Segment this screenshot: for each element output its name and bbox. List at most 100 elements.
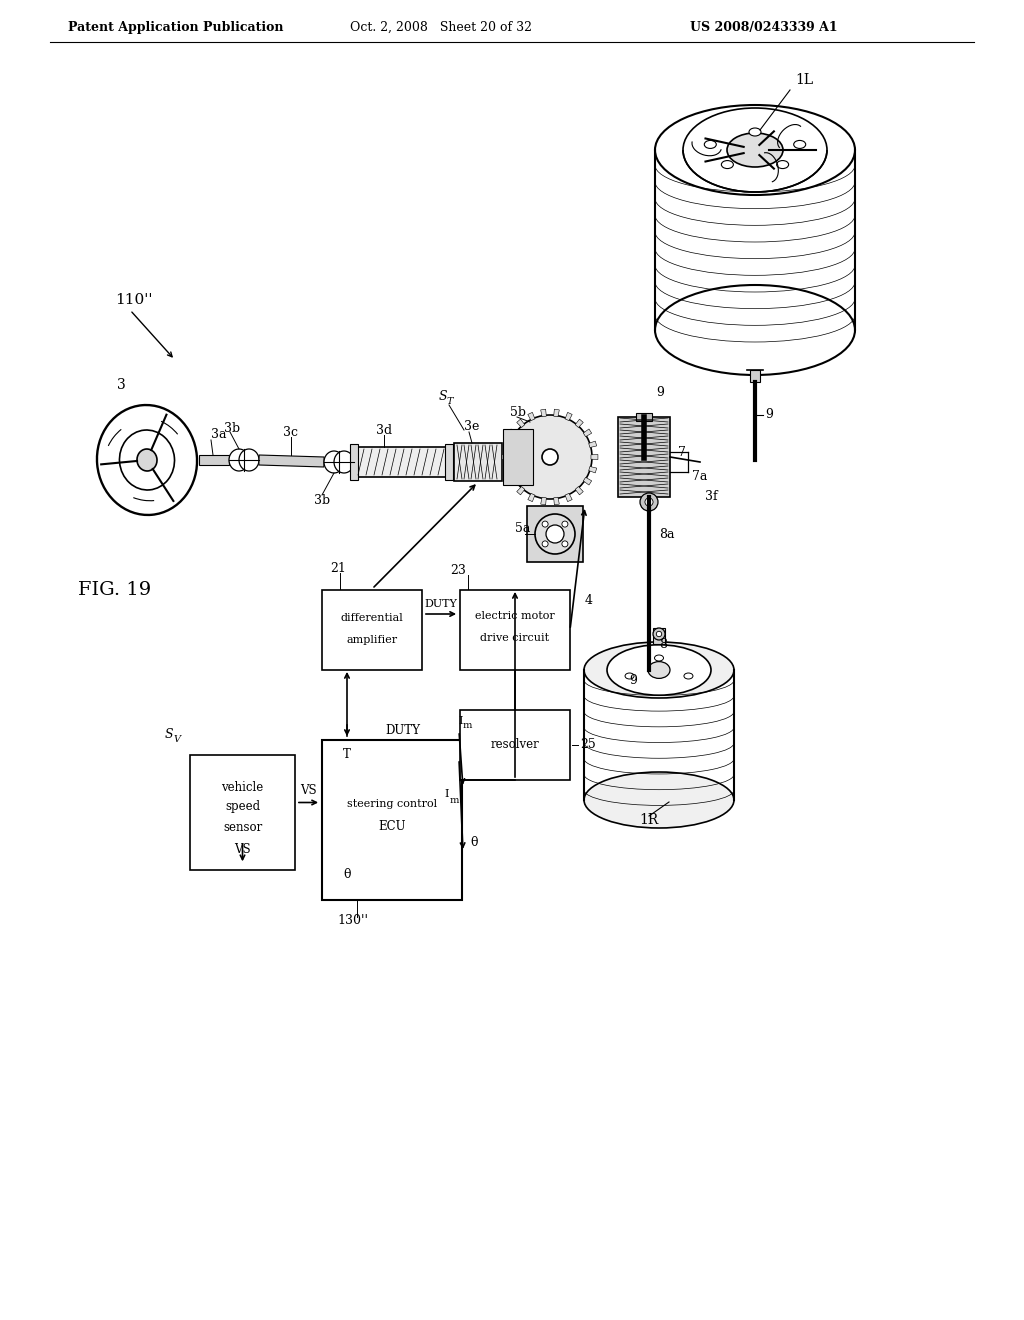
Ellipse shape — [607, 644, 711, 696]
Bar — [445, 444, 453, 480]
Circle shape — [640, 656, 658, 675]
Text: 3b: 3b — [314, 494, 330, 507]
Polygon shape — [504, 466, 511, 473]
Ellipse shape — [684, 673, 693, 678]
Bar — [653, 628, 665, 644]
Text: 9: 9 — [765, 408, 773, 421]
Bar — [636, 413, 652, 421]
Ellipse shape — [749, 128, 761, 136]
Text: 23: 23 — [450, 564, 466, 577]
Text: US 2008/0243339 A1: US 2008/0243339 A1 — [690, 21, 838, 33]
Text: I: I — [459, 715, 463, 726]
Bar — [322, 590, 422, 671]
Circle shape — [508, 414, 592, 499]
Text: I: I — [444, 789, 450, 800]
Text: 1L: 1L — [795, 73, 813, 87]
Text: 3e: 3e — [464, 421, 479, 433]
Text: θ: θ — [343, 869, 351, 882]
Ellipse shape — [584, 772, 734, 828]
Polygon shape — [508, 429, 517, 437]
Text: drive circuit: drive circuit — [480, 634, 550, 643]
Polygon shape — [554, 409, 559, 417]
Circle shape — [640, 492, 658, 511]
Text: Patent Application Publication: Patent Application Publication — [68, 21, 284, 33]
Circle shape — [546, 525, 564, 543]
Text: electric motor: electric motor — [475, 611, 555, 620]
Text: 8a: 8a — [659, 528, 675, 540]
Text: differential: differential — [341, 612, 403, 623]
Circle shape — [656, 631, 662, 636]
Bar — [322, 741, 462, 900]
Polygon shape — [502, 454, 509, 459]
Text: FIG. 19: FIG. 19 — [78, 581, 152, 599]
Bar — [460, 590, 570, 671]
Polygon shape — [589, 466, 597, 473]
Text: 3d: 3d — [376, 424, 392, 437]
Text: VS: VS — [234, 842, 251, 855]
Polygon shape — [584, 478, 592, 484]
Text: steering control: steering control — [347, 799, 437, 809]
Polygon shape — [541, 409, 546, 417]
Text: 21: 21 — [330, 561, 346, 574]
Polygon shape — [259, 455, 325, 467]
Ellipse shape — [625, 673, 634, 678]
Polygon shape — [584, 429, 592, 437]
Text: sensor: sensor — [223, 821, 262, 834]
Polygon shape — [575, 487, 584, 495]
Polygon shape — [517, 487, 525, 495]
Circle shape — [562, 521, 568, 527]
Text: 7: 7 — [678, 446, 686, 458]
Bar — [350, 444, 358, 480]
Polygon shape — [527, 412, 535, 421]
Bar — [503, 429, 534, 484]
Text: 1R: 1R — [639, 813, 658, 828]
Text: 9: 9 — [629, 673, 637, 686]
Ellipse shape — [794, 140, 806, 148]
Text: 5b: 5b — [510, 405, 526, 418]
Text: 3b: 3b — [224, 421, 240, 434]
Ellipse shape — [727, 133, 783, 168]
Ellipse shape — [654, 655, 664, 661]
Bar — [354, 447, 449, 477]
Text: amplifier: amplifier — [346, 635, 397, 644]
Polygon shape — [517, 420, 525, 428]
Ellipse shape — [648, 661, 670, 678]
Text: T: T — [447, 397, 454, 407]
Ellipse shape — [683, 108, 827, 191]
Ellipse shape — [229, 449, 249, 471]
Ellipse shape — [721, 161, 733, 169]
Text: 3f: 3f — [705, 491, 718, 503]
Text: ECU: ECU — [378, 820, 406, 833]
Polygon shape — [199, 455, 229, 465]
Ellipse shape — [334, 451, 354, 473]
Ellipse shape — [239, 449, 259, 471]
Text: Oct. 2, 2008   Sheet 20 of 32: Oct. 2, 2008 Sheet 20 of 32 — [350, 21, 532, 33]
Polygon shape — [508, 478, 517, 484]
Text: 25: 25 — [580, 738, 596, 751]
Polygon shape — [591, 454, 598, 459]
Text: resolver: resolver — [490, 738, 540, 751]
Text: V: V — [173, 735, 180, 744]
Polygon shape — [565, 494, 572, 502]
Text: 5a: 5a — [515, 523, 530, 536]
Text: DUTY: DUTY — [425, 599, 458, 609]
Text: m: m — [462, 721, 472, 730]
Text: m: m — [450, 796, 459, 805]
Ellipse shape — [324, 451, 344, 473]
Bar — [460, 710, 570, 780]
Text: θ: θ — [470, 836, 477, 849]
Text: S: S — [439, 391, 447, 404]
Text: 3: 3 — [117, 378, 126, 392]
Circle shape — [645, 498, 653, 506]
Circle shape — [542, 541, 548, 546]
Circle shape — [653, 628, 665, 640]
Circle shape — [535, 513, 575, 554]
Text: 130'': 130'' — [337, 913, 368, 927]
Polygon shape — [589, 441, 597, 447]
Text: 3a: 3a — [211, 429, 226, 441]
Polygon shape — [527, 494, 535, 502]
Text: 110'': 110'' — [115, 293, 153, 308]
Ellipse shape — [584, 642, 734, 698]
Text: S: S — [165, 729, 174, 742]
Polygon shape — [554, 498, 559, 504]
